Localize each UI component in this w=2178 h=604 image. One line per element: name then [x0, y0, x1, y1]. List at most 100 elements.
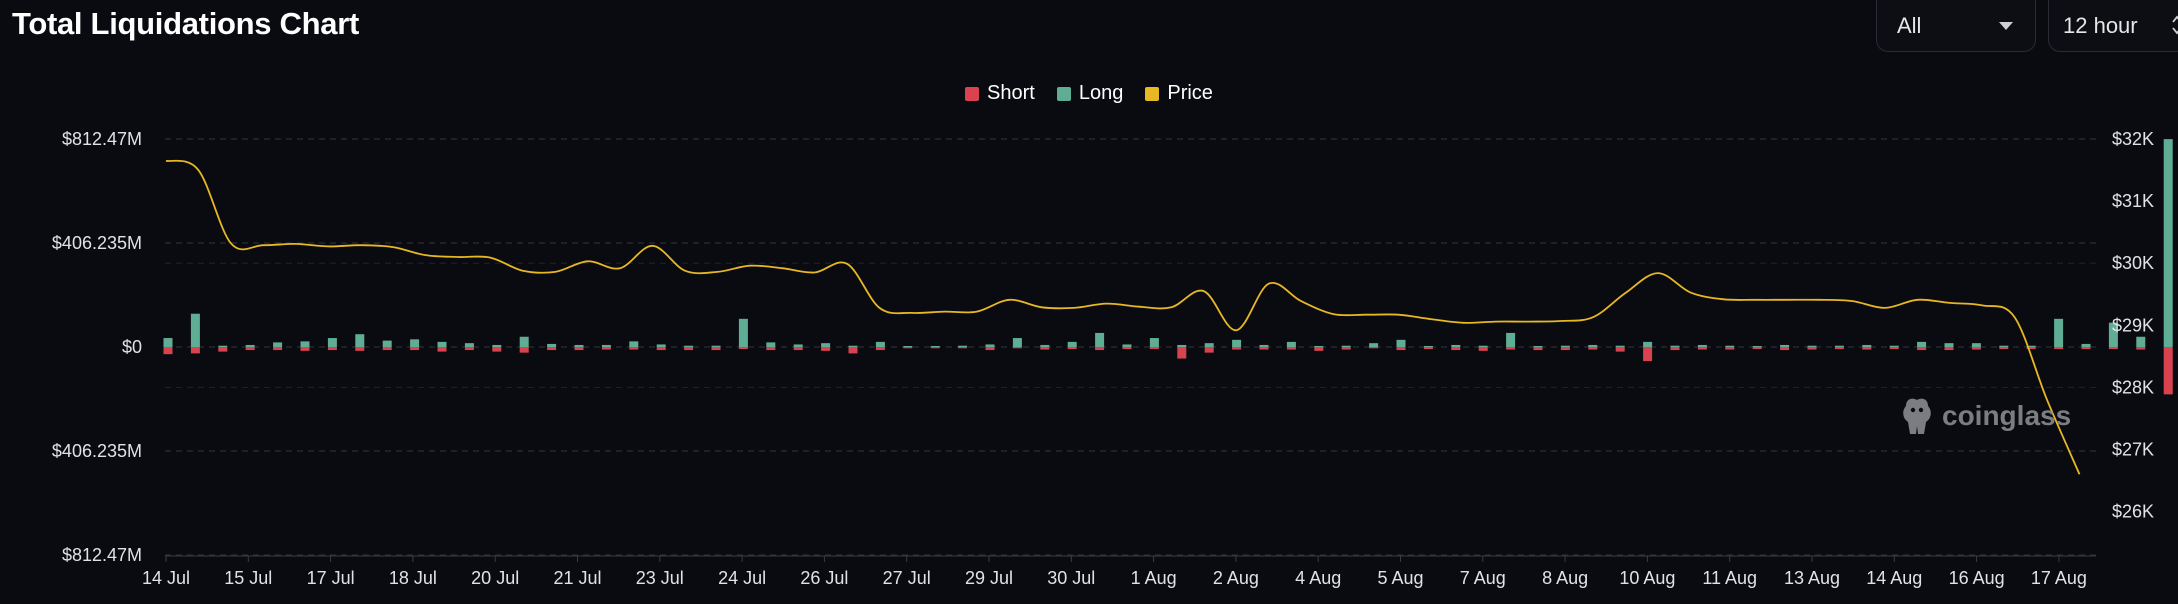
legend-label-long: Long	[1078, 82, 1124, 104]
long-bar	[1314, 346, 1324, 347]
short-bar	[2081, 347, 2091, 350]
long-bar	[273, 342, 283, 347]
legend-label-short: Short	[987, 82, 1035, 104]
long-bar	[793, 344, 803, 347]
right-y-axis: $32K $31K $30K $29K $28K $27K $26K	[2112, 129, 2154, 522]
legend-item-price[interactable]: Price	[1145, 82, 1213, 105]
short-bar	[1944, 347, 1954, 351]
legend-swatch-price	[1145, 86, 1160, 101]
long-bar	[2108, 322, 2118, 347]
short-bar	[1040, 347, 1050, 350]
legend-swatch-long	[1056, 86, 1071, 101]
short-bar	[848, 347, 858, 354]
legend-item-long[interactable]: Long	[1056, 82, 1124, 105]
short-bar	[327, 347, 337, 351]
x-tick-label: 18 Jul	[389, 568, 437, 588]
short-bar	[2054, 347, 2064, 350]
x-tick-label: 14 Aug	[1866, 568, 1922, 588]
short-bar	[766, 347, 776, 351]
short-bar	[1670, 347, 1680, 351]
long-bar	[1040, 344, 1050, 347]
short-bar	[821, 347, 831, 351]
long-bar	[1204, 343, 1214, 347]
short-bar	[2136, 347, 2146, 350]
right-tick-label: $29K	[2112, 315, 2154, 335]
short-bar	[1149, 347, 1159, 350]
interval-select-value: 12 hour	[2063, 12, 2138, 38]
long-bar	[2163, 139, 2173, 347]
short-bar	[1999, 347, 2009, 350]
x-tick-label: 30 Jul	[1047, 568, 1095, 588]
long-bar	[1149, 338, 1159, 347]
short-bar	[1643, 347, 1653, 362]
right-tick-label: $28K	[2112, 377, 2154, 397]
short-bar	[1396, 347, 1406, 351]
short-bar	[2163, 347, 2173, 395]
x-tick-label: 26 Jul	[800, 568, 848, 588]
long-bar	[163, 338, 173, 347]
long-bar	[1533, 346, 1543, 347]
short-bar	[437, 347, 447, 352]
filter-select[interactable]: All	[1876, 0, 2036, 52]
short-bar	[1807, 347, 1817, 350]
short-bar	[519, 347, 529, 353]
long-bar	[1341, 345, 1351, 347]
x-tick-label: 13 Aug	[1784, 568, 1840, 588]
short-bar	[1780, 347, 1790, 351]
short-bar	[2026, 347, 2036, 350]
long-bar	[1999, 345, 2009, 347]
left-tick-label: $0	[122, 337, 142, 357]
long-bar	[492, 344, 502, 347]
x-tick-label: 11 Aug	[1702, 568, 1757, 588]
short-bar	[1588, 347, 1598, 350]
long-bar	[985, 344, 995, 347]
left-tick-label: $406.235M	[52, 441, 142, 461]
short-bar	[1177, 347, 1187, 359]
short-bar	[190, 347, 200, 354]
long-bar	[656, 344, 666, 347]
short-bar	[684, 347, 694, 351]
x-axis: 14 Jul 15 Jul 17 Jul 18 Jul 20 Jul 21 Jul 23 J…	[142, 556, 2087, 588]
long-bar	[1067, 341, 1077, 347]
long-bar	[821, 343, 831, 347]
short-bar	[793, 347, 803, 351]
short-bar	[492, 347, 502, 352]
short-bar	[300, 347, 310, 351]
x-tick-label: 24 Jul	[718, 568, 766, 588]
legend-swatch-short	[965, 86, 980, 101]
chevron-down-icon	[1999, 22, 2013, 30]
short-bar	[245, 347, 255, 351]
short-bar	[711, 347, 721, 351]
x-tick-label: 8 Aug	[1542, 568, 1588, 588]
long-bar	[2026, 345, 2036, 347]
long-bar	[1670, 345, 1680, 347]
long-bar	[1643, 341, 1653, 347]
interval-select[interactable]: 12 hour	[2048, 0, 2178, 52]
long-bar	[1834, 345, 1844, 347]
short-bar	[1752, 347, 1762, 350]
x-tick-label: 16 Aug	[1949, 568, 2005, 588]
coinglass-logo-icon	[1903, 398, 1931, 434]
x-tick-label: 5 Aug	[1377, 568, 1423, 588]
short-bar	[1862, 347, 1872, 350]
short-bar	[163, 347, 173, 355]
right-tick-label: $27K	[2112, 440, 2154, 460]
left-y-axis: $812.47M $406.235M $0 $406.235M $812.47M	[52, 129, 142, 565]
legend-item-short[interactable]: Short	[965, 82, 1035, 105]
short-bar	[382, 347, 392, 351]
long-bar	[574, 344, 584, 347]
short-bar	[1506, 347, 1516, 350]
long-bar	[1889, 345, 1899, 347]
short-bar	[903, 347, 913, 349]
long-bar	[711, 345, 721, 347]
short-bar	[1451, 347, 1461, 351]
long-bar	[1369, 343, 1379, 347]
long-bar	[355, 334, 365, 347]
short-bar	[1286, 347, 1296, 350]
long-bar	[1286, 341, 1296, 347]
short-bar	[464, 347, 474, 351]
long-bar	[218, 345, 228, 347]
long-bar	[1122, 344, 1132, 347]
long-bar	[1560, 345, 1570, 347]
